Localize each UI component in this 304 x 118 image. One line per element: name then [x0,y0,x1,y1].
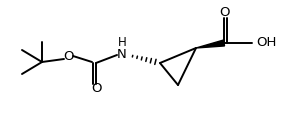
Text: OH: OH [256,36,276,49]
Text: N: N [117,48,127,61]
Text: O: O [91,82,101,95]
Polygon shape [196,40,225,48]
Text: H: H [118,36,126,48]
Text: O: O [63,51,73,63]
Text: O: O [220,6,230,19]
